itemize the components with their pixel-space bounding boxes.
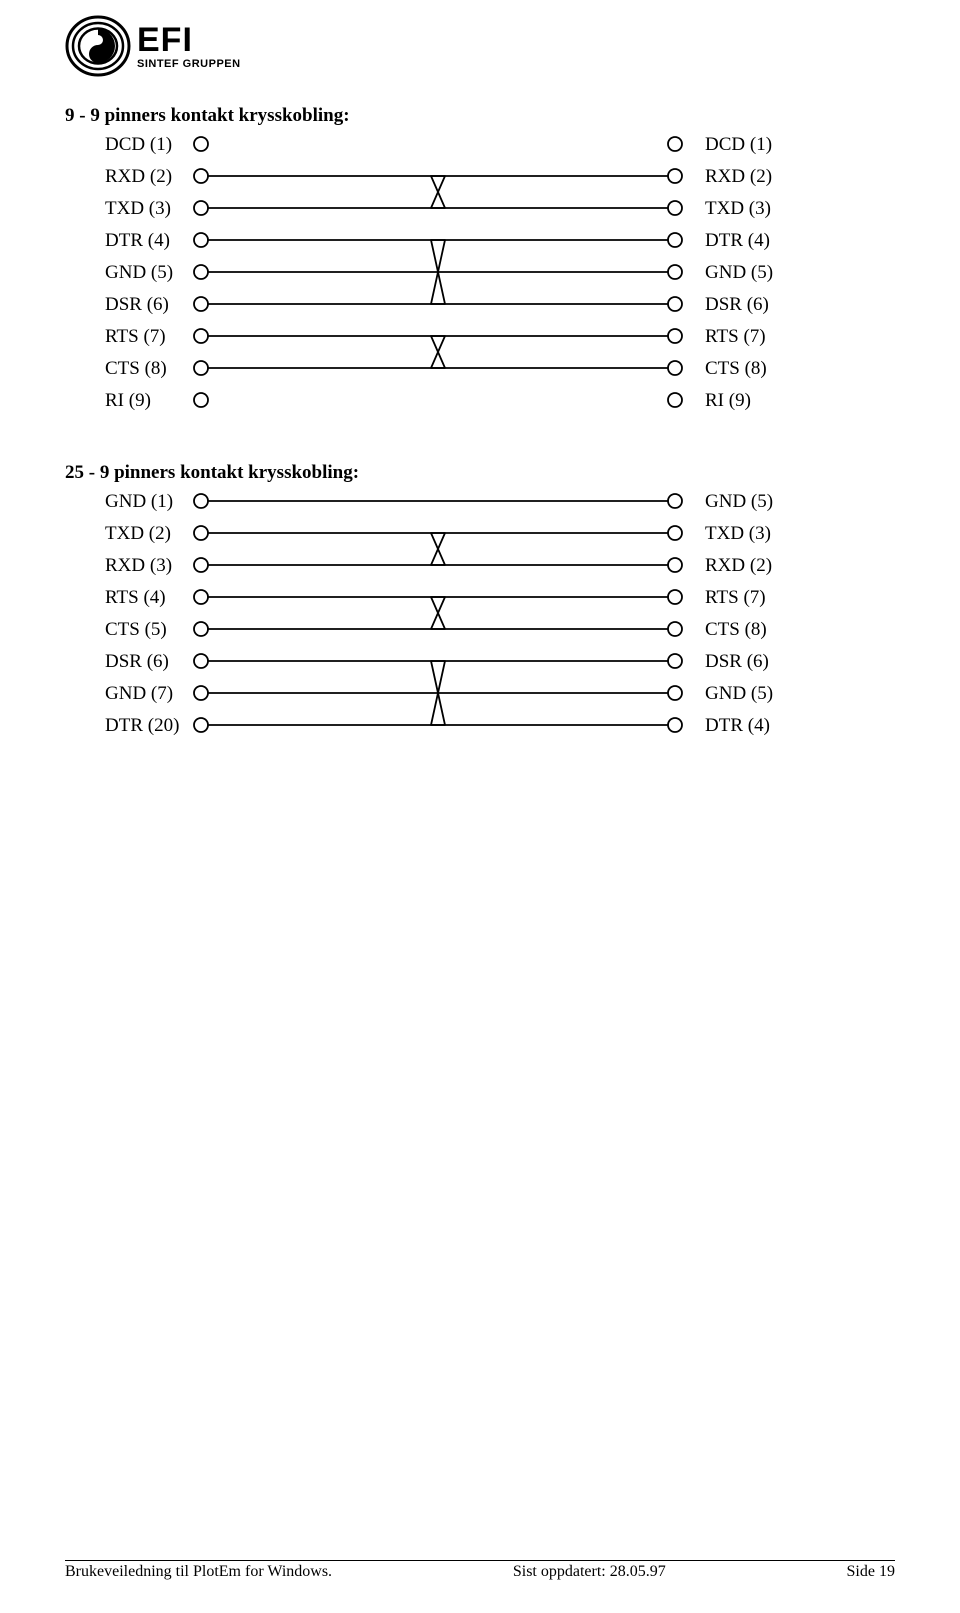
pin-label-left: DSR (6) xyxy=(105,651,169,672)
pin-circle xyxy=(668,686,682,700)
diagram-25-9: 25 - 9 pinners kontakt krysskobling: GND… xyxy=(65,462,895,757)
pin-label-left: RTS (7) xyxy=(105,326,166,347)
pin-label-left: DTR (20) xyxy=(105,715,179,736)
connection-line xyxy=(208,176,668,208)
pin-circle xyxy=(194,590,208,604)
diagram-9-9-title: 9 - 9 pinners kontakt krysskobling: xyxy=(65,105,895,127)
pin-circle xyxy=(194,137,208,151)
pin-label-left: RXD (3) xyxy=(105,555,172,576)
pin-circle xyxy=(668,265,682,279)
pin-circle xyxy=(668,297,682,311)
footer-right: Side 19 xyxy=(847,1563,895,1581)
pin-circle xyxy=(194,393,208,407)
pin-circle xyxy=(194,329,208,343)
pin-label-right: TXD (3) xyxy=(705,198,771,219)
pin-circle xyxy=(194,265,208,279)
pin-circle xyxy=(668,393,682,407)
pin-label-right: DTR (4) xyxy=(705,230,770,251)
pin-label-left: DTR (4) xyxy=(105,230,170,251)
pin-label-right: DSR (6) xyxy=(705,294,769,315)
pin-circle xyxy=(668,526,682,540)
pin-label-left: CTS (8) xyxy=(105,358,167,379)
pin-label-left: DSR (6) xyxy=(105,294,169,315)
pin-circle xyxy=(668,201,682,215)
footer-center: Sist oppdatert: 28.05.97 xyxy=(513,1563,666,1581)
pin-circle xyxy=(194,494,208,508)
pin-label-left: DCD (1) xyxy=(105,134,172,155)
logo-subtitle: SINTEF GRUPPEN xyxy=(137,59,241,70)
connection-line xyxy=(208,336,668,368)
pin-circle xyxy=(194,686,208,700)
pin-circle xyxy=(668,137,682,151)
pin-label-right: RTS (7) xyxy=(705,587,766,608)
pin-circle xyxy=(194,526,208,540)
pin-circle xyxy=(668,494,682,508)
connection-line xyxy=(208,533,668,565)
pin-circle xyxy=(668,329,682,343)
pin-label-right: DSR (6) xyxy=(705,651,769,672)
pin-circle xyxy=(668,233,682,247)
logo-brand: EFI xyxy=(137,23,241,57)
pin-label-right: TXD (3) xyxy=(705,523,771,544)
pin-circle xyxy=(668,654,682,668)
pin-circle xyxy=(194,297,208,311)
pin-circle xyxy=(194,718,208,732)
pin-circle xyxy=(668,169,682,183)
pin-label-right: CTS (8) xyxy=(705,358,767,379)
pin-label-right: RXD (2) xyxy=(705,166,772,187)
pin-circle xyxy=(668,361,682,375)
pin-label-right: DTR (4) xyxy=(705,715,770,736)
pin-label-right: GND (5) xyxy=(705,683,773,704)
pin-label-right: RTS (7) xyxy=(705,326,766,347)
pin-label-left: RTS (4) xyxy=(105,587,166,608)
pin-circle xyxy=(194,558,208,572)
connection-line xyxy=(208,597,668,629)
diagram-25-9-title: 25 - 9 pinners kontakt krysskobling: xyxy=(65,462,895,484)
pin-circle xyxy=(194,361,208,375)
pin-circle xyxy=(194,233,208,247)
pin-label-left: TXD (2) xyxy=(105,523,171,544)
footer-left: Brukeveiledning til PlotEm for Windows. xyxy=(65,1563,332,1581)
diagram-9-9-svg-container: DCD (1) RXD (2) TXD (3) DTR (4) GND (5) DSR (… xyxy=(65,133,895,432)
pin-label-left: TXD (3) xyxy=(105,198,171,219)
pin-label-right: RXD (2) xyxy=(705,555,772,576)
pin-circle xyxy=(668,718,682,732)
pin-label-right: GND (5) xyxy=(705,491,773,512)
pin-circle xyxy=(668,558,682,572)
pin-circle xyxy=(194,169,208,183)
pin-label-left: RXD (2) xyxy=(105,166,172,187)
pin-label-right: DCD (1) xyxy=(705,134,772,155)
pin-label-left: RI (9) xyxy=(105,390,151,411)
pin-label-right: RI (9) xyxy=(705,390,751,411)
pin-circle xyxy=(194,622,208,636)
pin-label-left: GND (7) xyxy=(105,683,173,704)
pin-circle xyxy=(194,654,208,668)
page-footer: Brukeveiledning til PlotEm for Windows. … xyxy=(65,1560,895,1581)
pin-circle xyxy=(668,622,682,636)
pin-label-left: GND (1) xyxy=(105,491,173,512)
pin-label-left: GND (5) xyxy=(105,262,173,283)
logo: EFI SINTEF GRUPPEN xyxy=(65,15,895,77)
pin-circle xyxy=(668,590,682,604)
diagram-9-9: 9 - 9 pinners kontakt krysskobling: DCD … xyxy=(65,105,895,432)
pin-label-left: CTS (5) xyxy=(105,619,167,640)
pin-label-right: GND (5) xyxy=(705,262,773,283)
pin-label-right: CTS (8) xyxy=(705,619,767,640)
logo-mark-icon xyxy=(65,15,131,77)
pin-circle xyxy=(194,201,208,215)
diagram-25-9-svg-container: GND (1) TXD (2) RXD (3) RTS (4) CTS (5) DSR (… xyxy=(65,490,895,757)
